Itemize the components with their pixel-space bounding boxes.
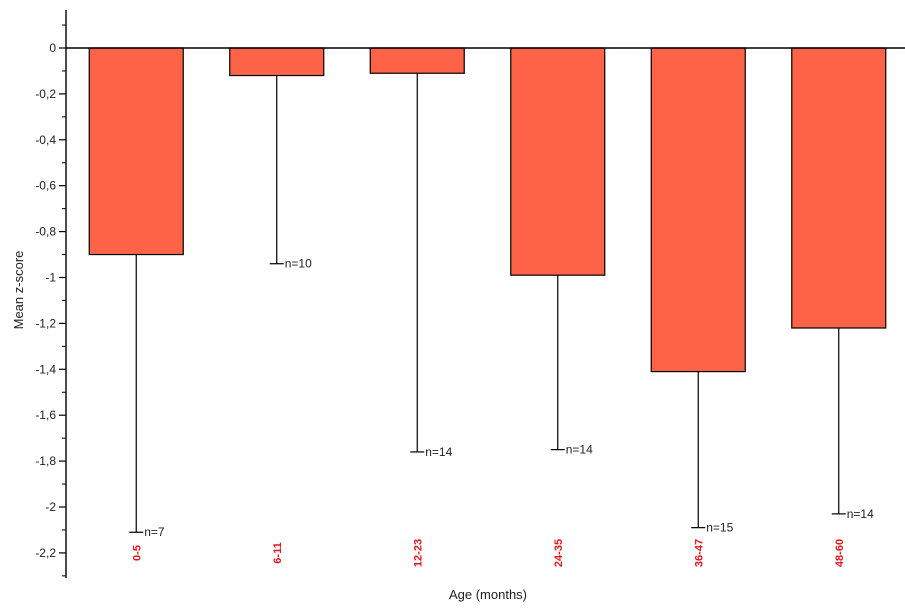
y-axis-title: Mean z-score	[11, 251, 26, 330]
y-tick-label: -0,4	[35, 133, 56, 147]
sample-size-labels: n=7 n=10 n=14 n=14 n=15 n=14	[144, 257, 874, 540]
category-label: 0-5	[131, 545, 143, 561]
bar	[88, 47, 184, 256]
y-tick-label: -1	[45, 271, 56, 285]
y-axis: 0 -0,2 -0,4 -0,6 -0,8 -1 -1,2 -1,4 -1,6 -1,8 -2 -2,…	[35, 10, 67, 578]
category-label: 48-60	[834, 539, 846, 567]
bar	[510, 47, 606, 276]
sample-size-label: n=15	[706, 521, 733, 535]
y-tick-label: -2	[45, 500, 56, 514]
y-tick-label: -1,2	[35, 316, 56, 330]
bar	[791, 47, 887, 329]
sample-size-label: n=10	[285, 257, 312, 271]
category-label: 12-23	[412, 539, 424, 567]
category-label: 6-11	[272, 542, 284, 563]
bar	[650, 47, 746, 373]
y-tick-label: 0	[49, 41, 56, 55]
y-tick-label: -0,8	[35, 225, 56, 239]
sample-size-label: n=7	[144, 525, 165, 539]
x-axis-title: Age (months)	[449, 587, 527, 602]
y-tick-label: -1,8	[35, 454, 56, 468]
bar	[229, 47, 325, 77]
y-tick-label: -1,4	[35, 362, 56, 376]
sample-size-label: n=14	[425, 445, 452, 459]
y-tick-label: -2,2	[35, 546, 56, 560]
category-label: 36-47	[693, 539, 705, 567]
y-tick-label: -1,6	[35, 408, 56, 422]
bar	[369, 47, 465, 74]
sample-size-label: n=14	[847, 507, 874, 521]
bars-group	[88, 47, 887, 373]
sample-size-label: n=14	[566, 443, 593, 457]
category-labels: 0-5 6-11 12-23 24-35 36-47 48-60	[131, 539, 846, 567]
category-label: 24-35	[553, 539, 565, 567]
y-tick-label: -0,6	[35, 179, 56, 193]
error-bars-group	[129, 73, 846, 533]
y-tick-label: -0,2	[35, 87, 56, 101]
